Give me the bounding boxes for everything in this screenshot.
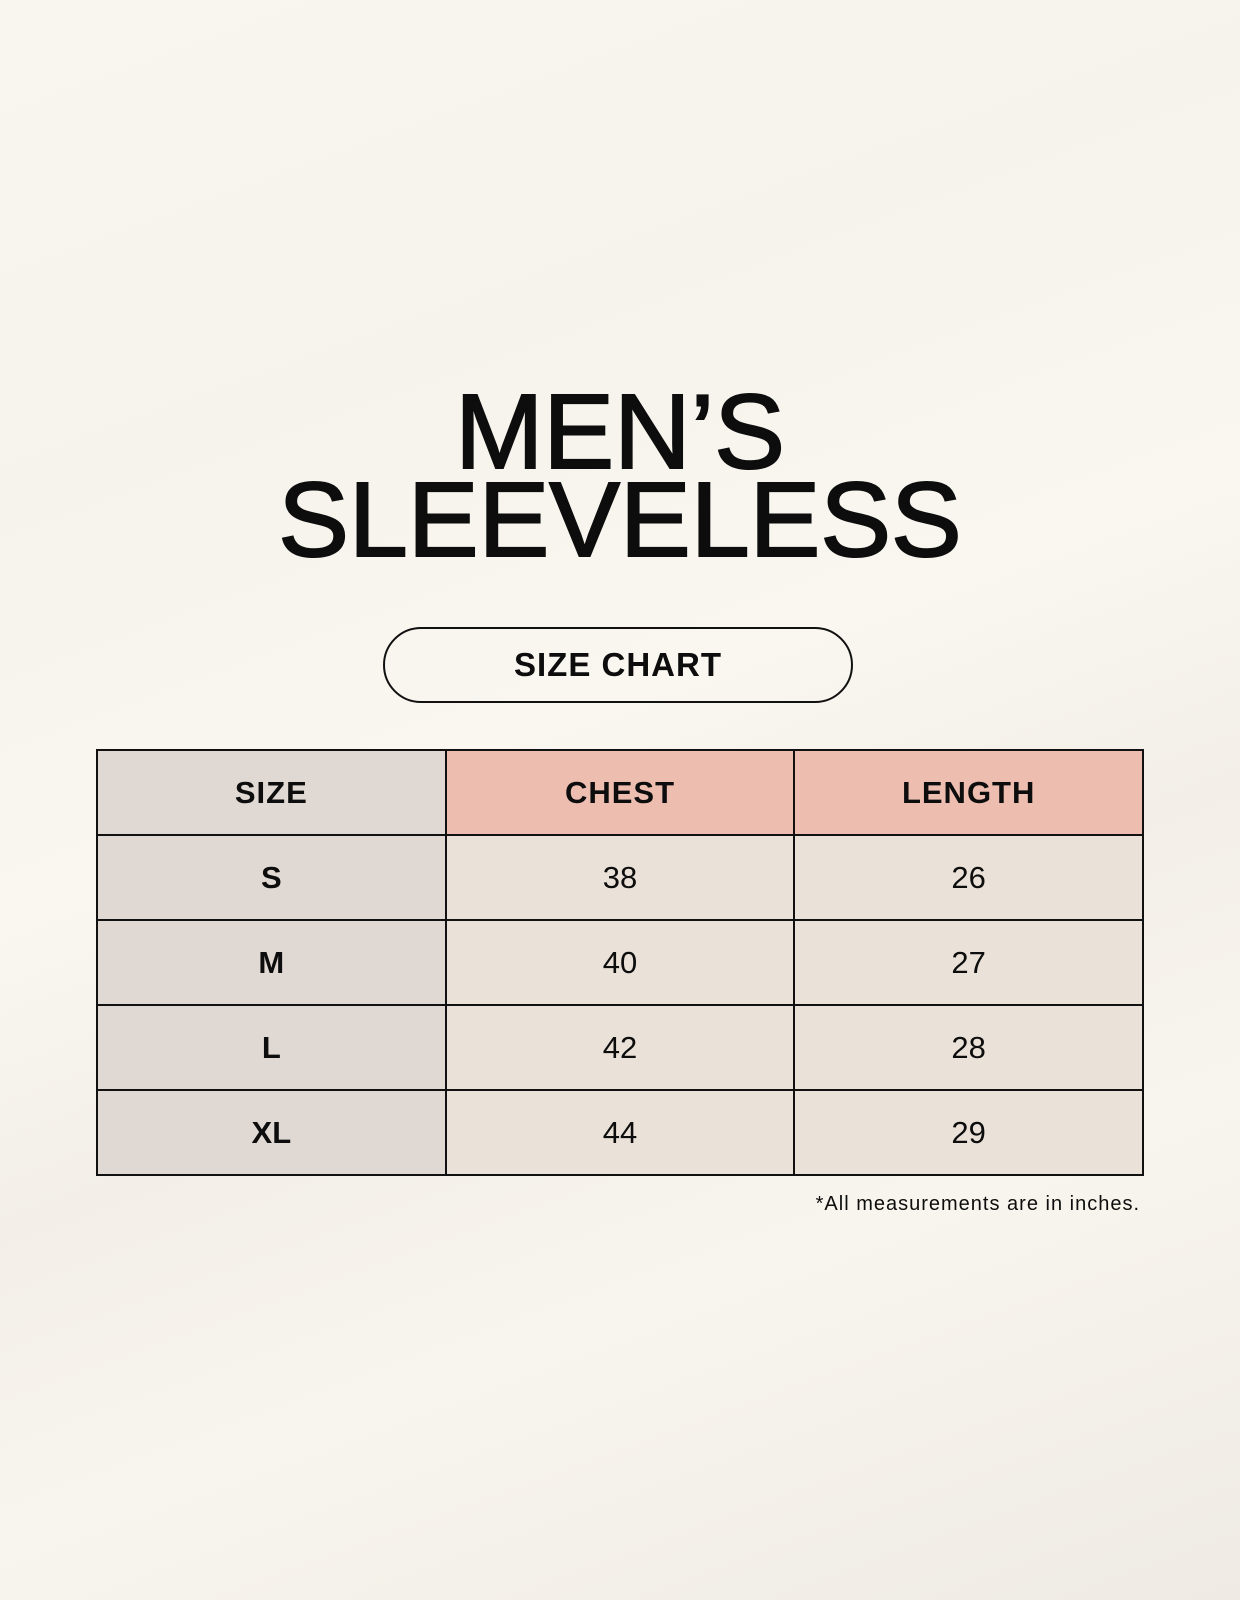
header-size: SIZE: [96, 749, 447, 836]
size-cell: XL: [96, 1089, 447, 1176]
chest-cell: 38: [444, 834, 796, 921]
length-cell: 28: [793, 1004, 1144, 1091]
chest-cell: 42: [444, 1004, 796, 1091]
length-cell: 29: [793, 1089, 1144, 1176]
chest-cell: 40: [444, 919, 796, 1006]
page-title: MEN’S SLEEVELESS: [0, 373, 1240, 579]
header-length: LENGTH: [793, 749, 1144, 836]
size-chart-label: SIZE CHART: [383, 627, 853, 703]
size-cell: L: [96, 1004, 447, 1091]
footnote: *All measurements are in inches.: [815, 1193, 1140, 1215]
size-cell: S: [96, 834, 447, 921]
length-cell: 27: [793, 919, 1144, 1006]
table-row: XL 44 29: [96, 1089, 1144, 1176]
title-line-2: SLEEVELESS: [277, 461, 963, 579]
table-row: M 40 27: [96, 919, 1144, 1006]
size-cell: M: [96, 919, 447, 1006]
header-chest: CHEST: [444, 749, 796, 836]
table-row: S 38 26: [96, 834, 1144, 921]
table-header-row: SIZE CHEST LENGTH: [96, 749, 1144, 836]
size-table: SIZE CHEST LENGTH S 38 26 M 40 27 L 42 2…: [96, 749, 1144, 1176]
length-cell: 26: [793, 834, 1144, 921]
table-row: L 42 28: [96, 1004, 1144, 1091]
title-line-1: MEN’S: [454, 373, 786, 491]
chest-cell: 44: [444, 1089, 796, 1176]
